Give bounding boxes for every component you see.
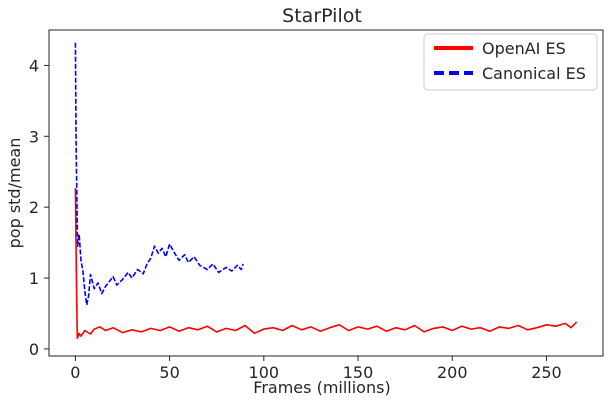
- x-tick-label: 200: [437, 363, 468, 382]
- x-tick-label: 250: [531, 363, 562, 382]
- y-axis: 0 1 2 3 4: [29, 56, 49, 359]
- plot-area: [48, 29, 604, 357]
- x-tick-label: 100: [249, 363, 280, 382]
- chart-title: StarPilot: [282, 5, 362, 27]
- y-tick-label: 4: [29, 56, 39, 75]
- series-lines: [74, 42, 578, 340]
- legend: OpenAI ES Canonical ES: [423, 33, 598, 91]
- legend-label-openai-es: OpenAI ES: [482, 39, 566, 58]
- x-tick-label: 50: [159, 363, 179, 382]
- x-tick-label: 0: [70, 363, 80, 382]
- y-tick-label: 3: [29, 127, 39, 146]
- legend-label-canonical-es: Canonical ES: [482, 64, 586, 83]
- y-tick-label: 2: [29, 198, 39, 217]
- y-tick-label: 1: [29, 269, 39, 288]
- series-line-canonical-es: [74, 42, 244, 306]
- x-axis-label: Frames (millions): [253, 378, 390, 397]
- series-line-openai-es: [74, 187, 578, 340]
- x-tick-label: 150: [343, 363, 374, 382]
- y-tick-label: 0: [29, 340, 39, 359]
- plot-frame: [48, 29, 604, 357]
- x-axis: 0 50 100 150 200 250: [70, 356, 562, 382]
- y-axis-label: pop std/mean: [5, 138, 24, 249]
